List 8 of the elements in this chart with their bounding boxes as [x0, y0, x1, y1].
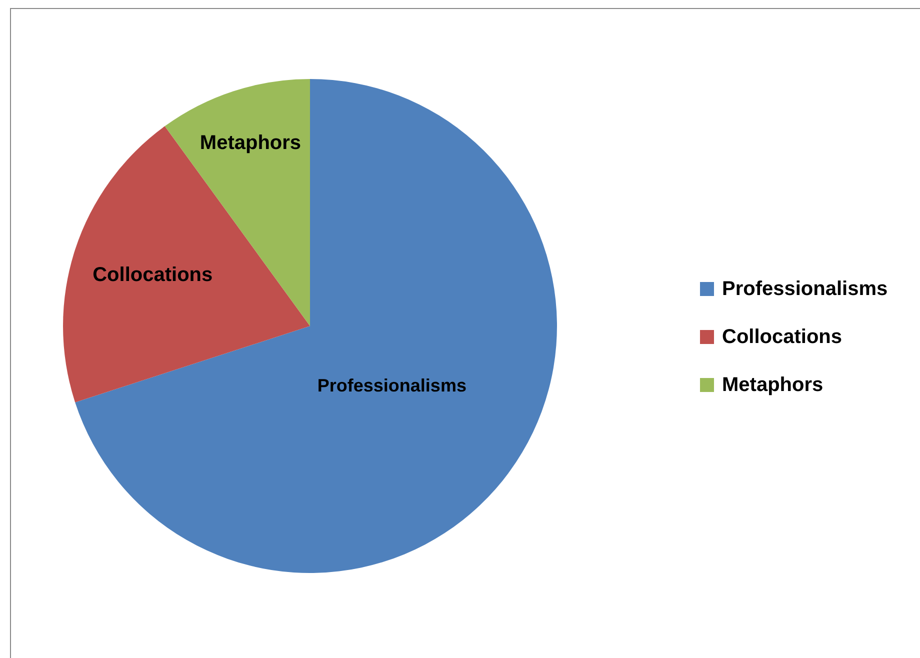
legend-label: Professionalisms	[722, 278, 888, 300]
slice-label: Professionalisms	[317, 376, 466, 396]
pie-slice	[63, 126, 310, 402]
slice-label: Collocations	[92, 264, 213, 286]
pie-slice	[75, 79, 557, 573]
legend-label: Collocations	[722, 326, 842, 348]
legend-label: Metaphors	[722, 374, 824, 396]
slice-label: Metaphors	[200, 132, 302, 154]
